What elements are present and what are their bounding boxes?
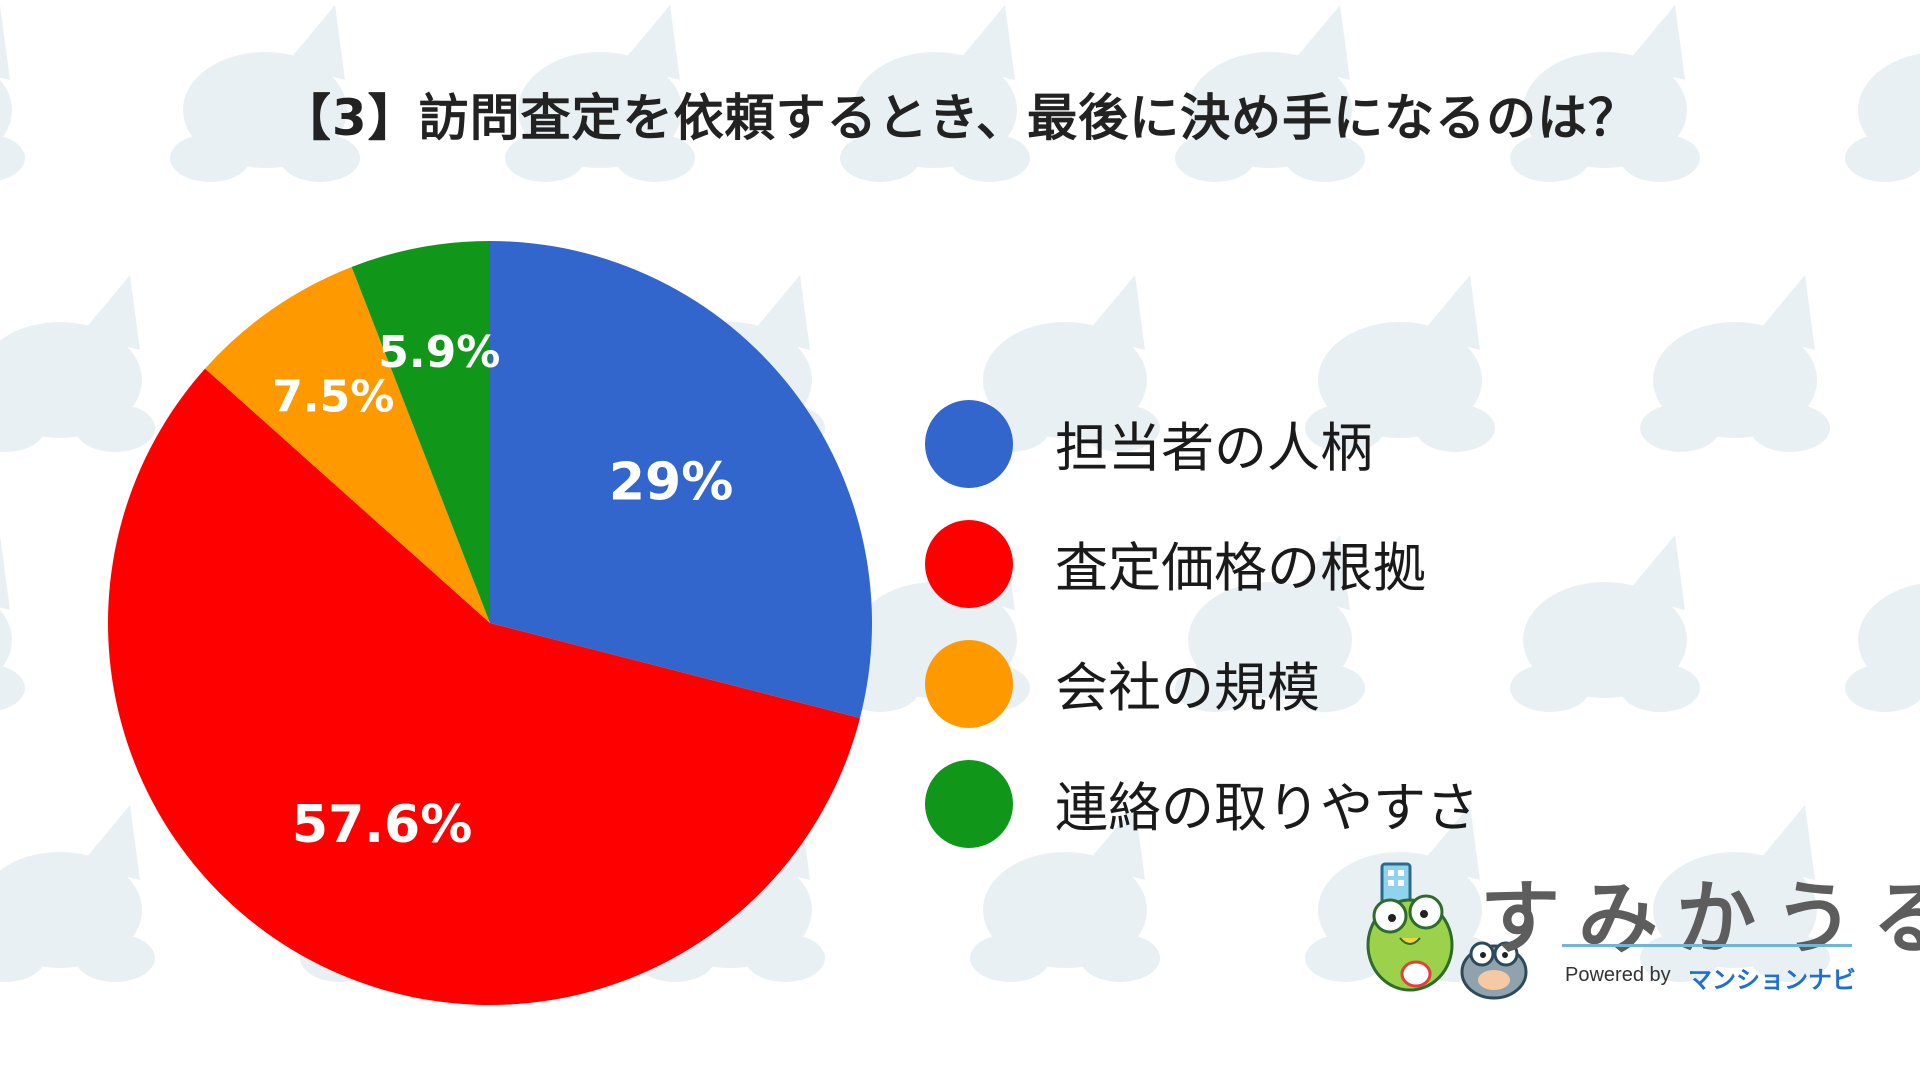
pie-data-labels: 29% 57.6% 7.5%5.9%: [272, 327, 733, 855]
logo-powered-by: Powered by: [1565, 964, 1671, 986]
pie-data-label: 5.9%: [378, 327, 500, 378]
background-mascot-silhouette: [1175, 5, 1365, 182]
pie-slice: [205, 266, 490, 623]
legend-item: 担当者の人柄: [925, 400, 1479, 488]
background-mascot-silhouette: [0, 535, 25, 711]
legend-label: 担当者の人柄: [1055, 418, 1373, 479]
background-mascot-silhouette: [970, 275, 1160, 452]
chart-legend: 担当者の人柄 査定価格の根拠 会社の規模 連絡の取りやすさ: [925, 400, 1479, 880]
background-mascot-silhouette: [1175, 535, 1365, 712]
legend-item: 連絡の取りやすさ: [925, 760, 1479, 848]
background-mascot-silhouette: [0, 5, 25, 181]
background-mascot-silhouette: [1305, 275, 1495, 452]
background-mascot-silhouette: [1510, 5, 1700, 182]
background-mascot-silhouette: [1845, 583, 1920, 712]
pie-slice: [108, 368, 860, 1005]
legend-label: 会社の規模: [1055, 658, 1320, 719]
sumikauru-logo: すみかうる Powered by マンションナビ: [1360, 850, 1920, 1010]
pie-slice: [490, 241, 873, 718]
chart-title: 【3】訪問査定を依頼するとき、最後に決め手になるのは？: [280, 89, 1640, 147]
legend-swatch-icon: [925, 520, 1013, 608]
legend-item: 査定価格の根拠: [925, 520, 1479, 608]
background-mascot-silhouette: [970, 805, 1160, 982]
legend-label: 査定価格の根拠: [1055, 538, 1426, 599]
legend-swatch-icon: [925, 640, 1013, 728]
pie-data-label: 7.5%: [272, 371, 394, 422]
legend-label: 連絡の取りやすさ: [1055, 778, 1479, 839]
legend-swatch-icon: [925, 760, 1013, 848]
pie-data-label: 57.6%: [292, 795, 472, 855]
background-mascot-silhouette: [170, 5, 360, 182]
logo-name: すみかうる: [1480, 872, 1920, 965]
background-mascot-silhouette: [1845, 53, 1920, 182]
background-mascot-silhouette: [840, 5, 1030, 182]
background-mascot-silhouette: [1640, 275, 1830, 452]
legend-swatch-icon: [925, 400, 1013, 488]
pie-data-label: 29%: [609, 453, 733, 513]
mascot-icon: [1366, 862, 1528, 1000]
logo-brand: マンションナビ: [1688, 966, 1856, 994]
legend-item: 会社の規模: [925, 640, 1479, 728]
background-mascot-silhouette: [1510, 535, 1700, 712]
pie-slice: [351, 241, 490, 623]
background-mascot-silhouette: [505, 5, 695, 182]
pie-slices: [108, 241, 873, 1005]
background-mascot-silhouette: [0, 275, 155, 452]
background-mascot-silhouette: [0, 805, 155, 982]
logo-divider: [1562, 944, 1852, 947]
